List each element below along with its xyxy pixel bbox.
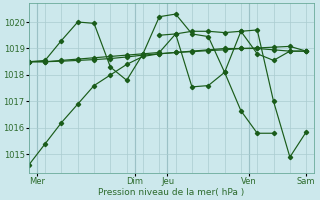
X-axis label: Pression niveau de la mer( hPa ): Pression niveau de la mer( hPa ) bbox=[99, 188, 245, 197]
